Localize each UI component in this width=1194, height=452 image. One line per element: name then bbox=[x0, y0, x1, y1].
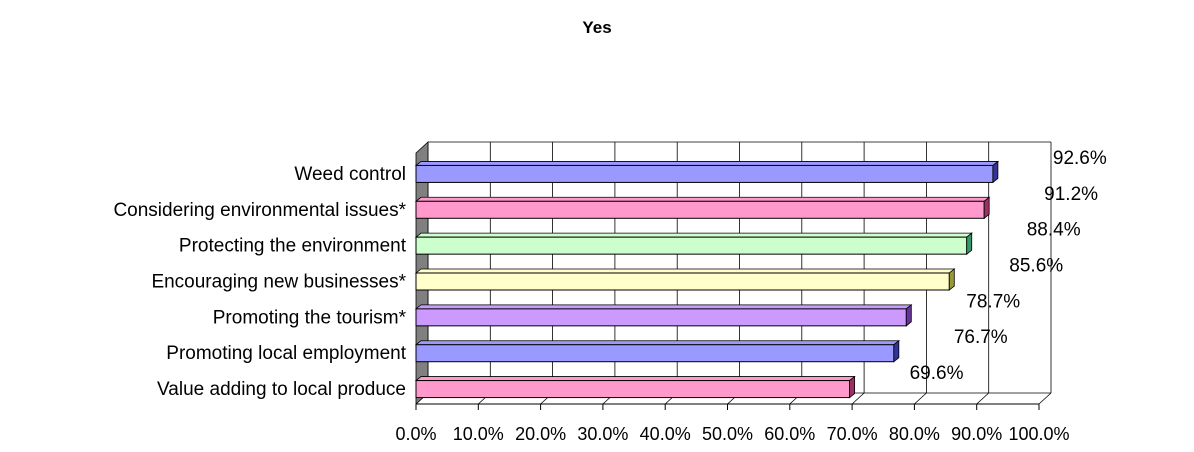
floor-gridline bbox=[976, 392, 989, 405]
x-tick-label: 70.0% bbox=[827, 424, 878, 444]
category-label: Promoting local employment bbox=[166, 343, 406, 364]
x-tick-label: 0.0% bbox=[395, 424, 436, 444]
floor-gridline bbox=[914, 392, 927, 405]
x-tick-label: 60.0% bbox=[764, 424, 815, 444]
data-label: 85.6% bbox=[1009, 256, 1063, 277]
chart-title: Yes bbox=[582, 18, 612, 37]
bar-end bbox=[905, 304, 912, 327]
x-tick-label: 100.0% bbox=[1008, 424, 1069, 444]
bar bbox=[415, 344, 895, 363]
x-tick-label: 50.0% bbox=[702, 424, 753, 444]
category-label: Weed control bbox=[294, 164, 406, 185]
bar-top bbox=[414, 304, 913, 310]
bar-top bbox=[414, 376, 856, 381]
bar-end bbox=[992, 160, 999, 184]
category-label: Encouraging new businesses* bbox=[151, 272, 406, 293]
bar-top bbox=[414, 196, 991, 202]
bar-top bbox=[414, 232, 973, 238]
x-tick-label: 90.0% bbox=[951, 424, 1002, 444]
category-label: Promoting the tourism* bbox=[213, 307, 407, 328]
data-label: 78.7% bbox=[966, 291, 1020, 312]
bar bbox=[415, 200, 985, 219]
data-label: 91.2% bbox=[1044, 184, 1098, 205]
bar-top bbox=[414, 268, 956, 274]
data-label: 76.7% bbox=[954, 327, 1008, 348]
bar-end bbox=[849, 375, 856, 399]
bar bbox=[415, 164, 994, 183]
bar bbox=[415, 272, 950, 291]
data-label: 88.4% bbox=[1027, 220, 1081, 241]
x-tick-label: 10.0% bbox=[453, 424, 504, 444]
data-label: 69.6% bbox=[910, 363, 964, 384]
bar bbox=[415, 308, 907, 327]
x-tick-label: 30.0% bbox=[577, 424, 628, 444]
bar-end bbox=[983, 196, 990, 220]
x-tick-label: 80.0% bbox=[889, 424, 940, 444]
bar-end bbox=[893, 339, 900, 363]
data-label: 92.6% bbox=[1053, 148, 1107, 169]
category-label: Protecting the environment bbox=[179, 236, 407, 257]
category-label: Value adding to local produce bbox=[157, 379, 406, 400]
bar-end bbox=[966, 232, 973, 255]
x-tick-label: 40.0% bbox=[640, 424, 691, 444]
x-tick-label: 20.0% bbox=[515, 424, 566, 444]
floor-gridline bbox=[1038, 392, 1052, 405]
bar bbox=[415, 236, 968, 255]
bar bbox=[415, 380, 851, 399]
floor-gridline bbox=[851, 392, 865, 405]
bar-top bbox=[414, 340, 900, 346]
bar-top bbox=[414, 161, 1000, 166]
bar-end bbox=[948, 268, 955, 291]
category-label: Considering environmental issues* bbox=[113, 200, 406, 221]
